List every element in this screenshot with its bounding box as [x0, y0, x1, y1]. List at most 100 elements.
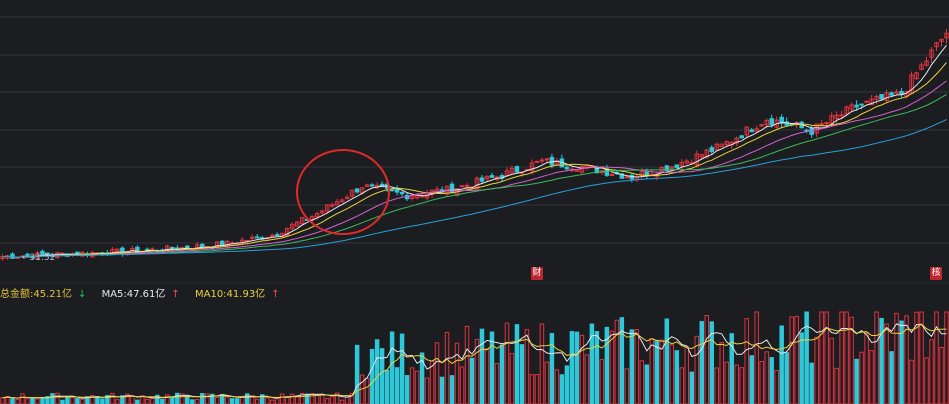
candle-body — [474, 177, 480, 190]
candle-body — [864, 100, 869, 103]
candle-body — [294, 221, 300, 227]
candle-body — [924, 60, 929, 66]
volume-bar — [919, 311, 924, 404]
volume-bar — [574, 331, 580, 404]
volume-bar — [514, 324, 520, 404]
candle-body — [200, 243, 205, 248]
candle-body — [944, 32, 949, 39]
volume-bar — [584, 354, 590, 404]
volume-bar — [774, 370, 779, 404]
candle-body — [344, 196, 350, 200]
candle-body — [514, 166, 520, 173]
volume-bar — [909, 359, 914, 404]
candle-body — [684, 160, 690, 164]
volume-bar — [724, 361, 729, 404]
volume-bar — [689, 371, 695, 404]
candle-body — [0, 256, 5, 260]
volume-bar — [699, 321, 705, 404]
candle-body — [639, 171, 645, 177]
volume-bar — [569, 331, 575, 404]
volume-bar — [379, 348, 385, 404]
volume-bar — [279, 393, 285, 404]
volume-bar — [205, 393, 210, 404]
volume-bar — [629, 329, 635, 404]
candle-body — [894, 91, 899, 94]
volume-bar — [145, 398, 150, 404]
candle-body — [349, 189, 355, 197]
candle-body — [399, 191, 405, 195]
volume-bar — [50, 393, 55, 404]
volume-bar — [15, 399, 20, 404]
volume-bar — [644, 364, 650, 404]
event-marker-he[interactable]: 核 — [930, 267, 942, 280]
volume-bar — [215, 397, 220, 404]
volume-bar — [759, 360, 764, 404]
volume-bar — [669, 344, 675, 404]
candle-body — [329, 204, 335, 207]
volume-bar — [509, 353, 515, 404]
candle-body — [25, 253, 30, 256]
volume-bar — [754, 311, 759, 404]
candle-body — [824, 122, 829, 125]
ma60-line — [2, 119, 947, 258]
volume-bar — [494, 363, 500, 404]
volume-bar — [789, 316, 794, 404]
volume-bar — [464, 325, 470, 404]
volume-bar — [544, 361, 550, 404]
volume-bar — [65, 396, 70, 404]
volume-bar — [269, 399, 275, 404]
volume-bar — [80, 398, 85, 404]
event-marker-cai[interactable]: 财 — [531, 267, 543, 280]
volume-bar — [30, 397, 35, 404]
candle-body — [849, 104, 854, 110]
volume-bar — [834, 367, 839, 404]
volume-bar — [389, 331, 395, 404]
volume-bar — [844, 311, 849, 404]
volume-bar — [504, 322, 510, 404]
volume-bar — [899, 320, 904, 404]
low-price-label: ←31.52 — [22, 253, 56, 263]
candle-body — [574, 169, 580, 172]
volume-bar — [614, 319, 620, 404]
price-grid — [0, 16, 949, 284]
candle-body — [739, 135, 744, 139]
volume-bar — [619, 317, 625, 404]
volume-ma10-line — [2, 323, 947, 399]
candle-body — [734, 137, 739, 144]
volume-bar — [894, 312, 899, 404]
volume-bar — [110, 392, 115, 404]
candle-body — [324, 204, 330, 212]
candle-body — [669, 166, 675, 169]
volume-bar — [185, 396, 190, 404]
volume-bar — [589, 323, 595, 404]
volume-bar — [449, 375, 455, 404]
volume-bar — [10, 398, 15, 404]
volume-bar — [564, 365, 570, 404]
volume-bar — [225, 396, 230, 404]
volume-bar — [914, 311, 919, 404]
volume-bar — [594, 331, 600, 404]
volume-bar — [175, 392, 180, 404]
volume-bar — [749, 355, 754, 404]
volume-bar — [794, 315, 799, 404]
volume-bar — [0, 397, 5, 404]
candle-body — [539, 159, 545, 162]
volume-bar — [639, 360, 645, 404]
volume-bar — [659, 339, 665, 404]
candle-body — [284, 227, 290, 236]
candle-body — [934, 42, 939, 48]
volume-bar — [744, 318, 749, 404]
volume-bar — [739, 367, 744, 404]
candle-body — [509, 167, 515, 174]
volume-bar — [579, 334, 585, 404]
volume-bar — [714, 367, 719, 404]
volume-bar — [944, 311, 949, 404]
volume-bar — [294, 395, 300, 404]
candlestick-series — [0, 28, 949, 261]
volume-bar — [239, 396, 245, 404]
volume-bar — [244, 393, 250, 404]
volume-bar — [195, 399, 200, 404]
volume-bar — [784, 352, 789, 404]
volume-bar — [679, 367, 685, 404]
